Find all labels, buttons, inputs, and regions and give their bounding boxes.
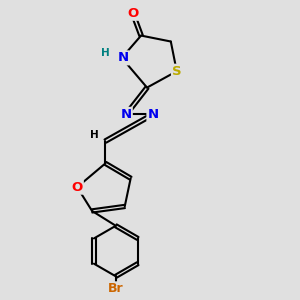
Text: H: H: [101, 47, 110, 58]
Text: S: S: [172, 65, 182, 78]
Text: O: O: [127, 7, 138, 20]
Text: O: O: [72, 181, 83, 194]
Text: N: N: [147, 108, 158, 121]
Text: Br: Br: [108, 282, 124, 295]
Text: N: N: [121, 108, 132, 121]
Text: N: N: [118, 51, 129, 64]
Text: H: H: [90, 130, 98, 140]
